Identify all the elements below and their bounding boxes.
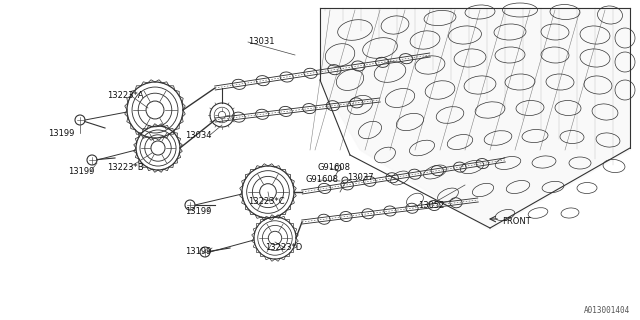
- Text: 13199: 13199: [48, 129, 74, 138]
- Text: 13199: 13199: [68, 167, 94, 177]
- Text: 13199: 13199: [185, 247, 211, 257]
- Text: A013001404: A013001404: [584, 306, 630, 315]
- Text: 13031: 13031: [248, 37, 275, 46]
- Text: FRONT: FRONT: [502, 218, 531, 227]
- Text: 13199: 13199: [185, 207, 211, 217]
- Text: 13223*B: 13223*B: [107, 163, 143, 172]
- Text: 13223*A: 13223*A: [107, 91, 143, 100]
- Text: 13223*D: 13223*D: [265, 244, 302, 252]
- Text: 13223*C: 13223*C: [248, 197, 285, 206]
- Text: 13034: 13034: [185, 131, 211, 140]
- Text: G91608: G91608: [317, 164, 350, 172]
- Text: G91608: G91608: [305, 175, 338, 185]
- Polygon shape: [320, 8, 630, 230]
- Text: 13052: 13052: [418, 201, 444, 210]
- Text: 13037: 13037: [347, 172, 374, 181]
